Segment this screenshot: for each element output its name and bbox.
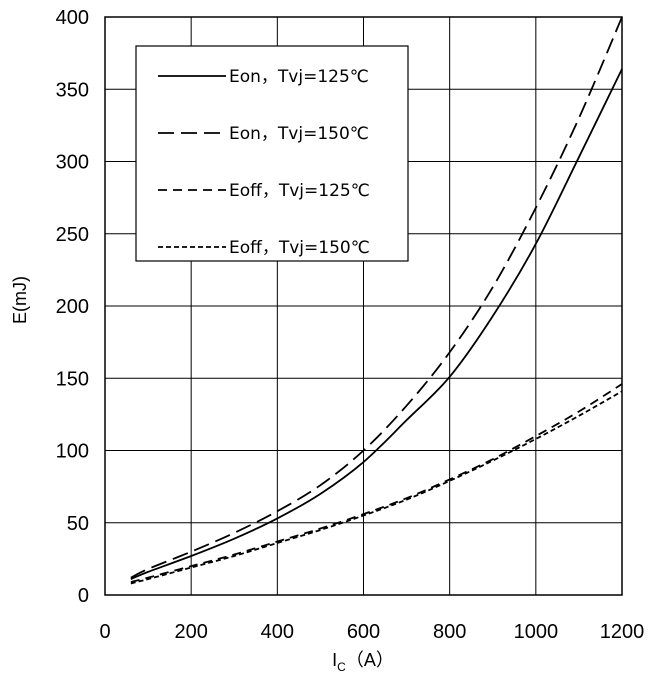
x-axis-title: IC（A） [332, 650, 394, 674]
y-tick-label: 200 [56, 296, 89, 318]
x-tick-label: 800 [433, 621, 466, 643]
y-tick-label: 350 [56, 79, 89, 101]
series-line-2 [130, 16, 623, 579]
x-tick-label: 1000 [514, 621, 559, 643]
x-tick-label: 600 [347, 621, 380, 643]
x-tick-label: 400 [261, 621, 294, 643]
y-tick-label: 300 [56, 152, 89, 174]
x-axis-title-main: I [332, 650, 337, 670]
legend-label-4: Eoff，Tvj=150℃ [229, 238, 370, 258]
x-tick-label: 1200 [600, 621, 645, 643]
x-tick-label: 0 [99, 621, 110, 643]
legend-label-3: Eoff，Tvj=125℃ [229, 181, 370, 201]
legend: Eon，Tvj=125℃ Eon，Tvj=150℃ Eoff，Tvj=125℃ Eof… [135, 45, 409, 262]
y-tick-label: 100 [56, 441, 89, 463]
x-tick-label: 200 [174, 621, 207, 643]
series-line-3 [130, 383, 623, 583]
x-axis-title-unit: （A） [346, 650, 394, 670]
legend-label-1: Eon，Tvj=125℃ [229, 67, 369, 87]
plot-border [104, 16, 623, 596]
x-tick-labels: 0 200 400 600 800 1000 1200 [99, 621, 644, 643]
y-tick-label: 400 [56, 7, 89, 29]
series-lines [130, 16, 623, 585]
legend-box [135, 45, 409, 262]
series-line-4 [130, 390, 623, 585]
y-tick-label: 250 [56, 224, 89, 246]
y-tick-label: 150 [56, 368, 89, 390]
legend-label-2: Eon，Tvj=150℃ [229, 124, 369, 144]
y-axis-title: E(mJ) [10, 276, 30, 324]
x-axis-title-subscript: C [337, 660, 346, 674]
y-tick-label: 0 [78, 585, 89, 607]
y-tick-label: 50 [67, 513, 89, 535]
y-tick-labels: 0 50 100 150 200 250 300 350 400 [56, 7, 89, 607]
series-line-1 [130, 68, 623, 580]
